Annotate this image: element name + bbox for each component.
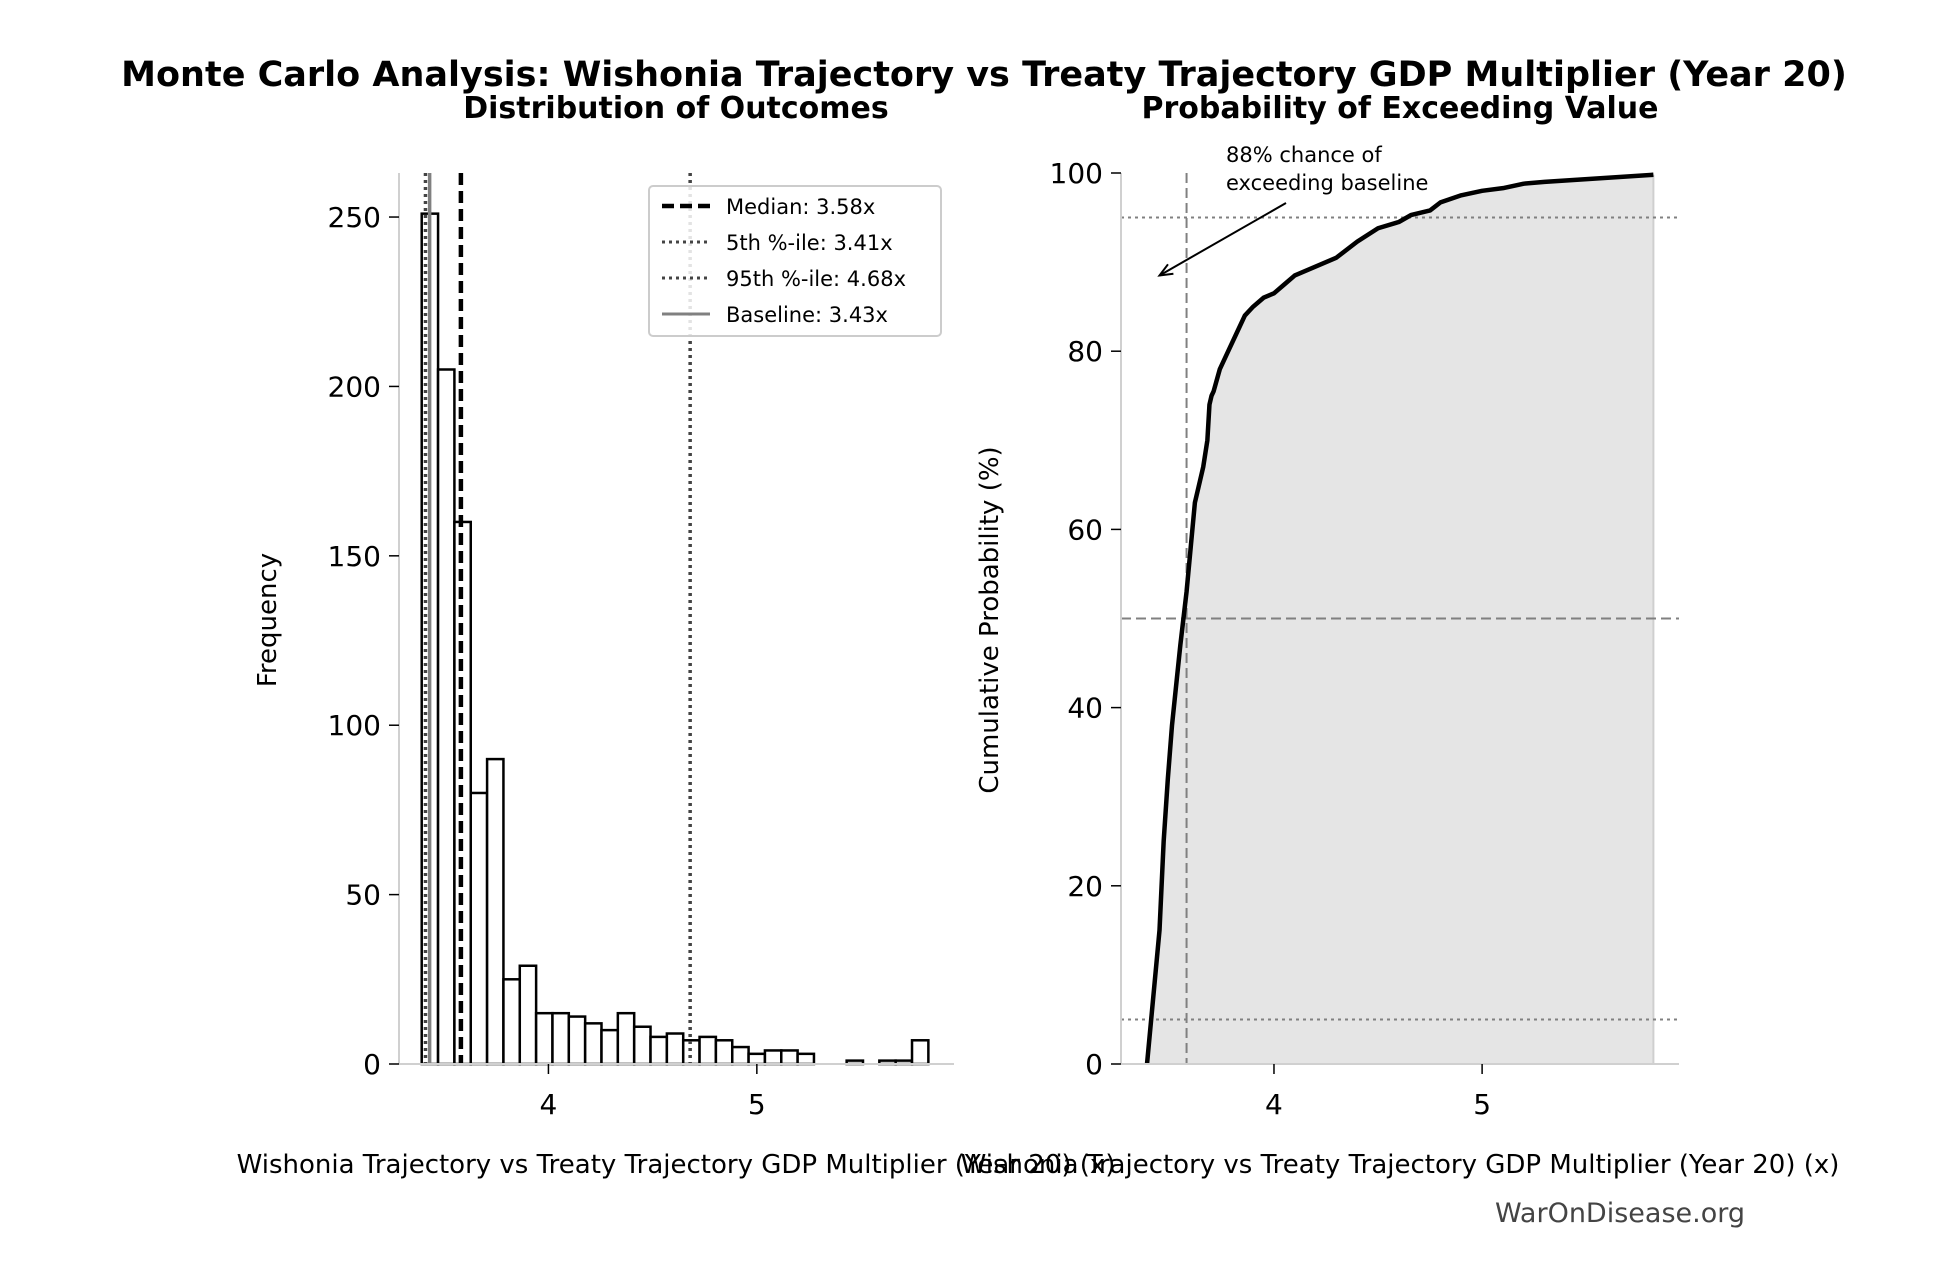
legend-label: 95th %-ile: 4.68x [726,267,906,291]
legend-label: 5th %-ile: 3.41x [726,231,893,255]
histogram-bar [780,1049,799,1066]
cdf-y-tick-label: 20 [1067,870,1103,903]
histogram-bar [796,1052,816,1066]
histogram-plot: 0 50 100 150 200 250 4 5 Median: 3.58x 5th %-ile:… [328,173,954,1121]
histogram-bar [632,1025,652,1066]
cdf-line [1144,172,1654,1065]
histogram-bar [518,964,538,1066]
figure-title: Monte Carlo Analysis: Wishonia Trajector… [121,55,1847,95]
histogram-title: Distribution of Outcomes [463,91,889,126]
cdf-y-tick-label: 60 [1067,513,1103,546]
cdf-y-tick-label: 0 [1085,1048,1103,1081]
annotation-text: 88% chance of [1226,143,1382,167]
histogram-bar [436,368,456,1066]
cdf-x-tick-label: 4 [1265,1088,1283,1121]
histogram-xlabel: Wishonia Trajectory vs Treaty Trajectory… [237,1150,1116,1180]
histogram-bar [730,1045,750,1066]
histogram-bar [763,1049,783,1066]
cdf-ylabel: Cumulative Probability (%) [975,446,1005,793]
legend: Median: 3.58x 5th %-ile: 3.41x 95th %-ile:… [648,185,942,337]
histogram-bar [567,1015,587,1066]
histogram-bar [649,1035,669,1066]
histogram-bar [616,1011,636,1066]
hist-y-tick-label: 100 [328,709,381,742]
cdf-y-tick-label: 40 [1067,692,1103,725]
histogram-bar [714,1039,734,1066]
cdf-x-tick-label: 5 [1473,1088,1491,1121]
cdf-xlabel: Wishonia Trajectory vs Treaty Trajectory… [961,1150,1840,1180]
histogram-bar [551,1011,571,1066]
legend-box [648,185,942,337]
hist-y-tick-label: 200 [328,370,381,403]
cdf-plot: 0 20 40 60 80 100 4 5 88% chance of exceeding bas… [1050,143,1679,1121]
legend-label: Baseline: 3.43x [726,303,888,327]
histogram-bar [600,1028,620,1066]
histogram-bar [698,1035,718,1066]
histogram-bar [534,1011,554,1066]
cdf-title: Probability of Exceeding Value [1141,91,1658,126]
histogram-bar [747,1052,767,1066]
hist-y-tick-label: 150 [328,540,381,573]
hist-y-tick-label: 250 [328,201,381,234]
cdf-y-tick-label: 80 [1067,335,1103,368]
histogram-bar [910,1039,930,1066]
hist-y-tick-label: 50 [345,879,381,912]
histogram-bar [583,1022,603,1066]
hist-x-tick-label: 4 [540,1088,558,1121]
histogram-bar [485,757,505,1066]
hist-y-tick-label: 0 [363,1048,381,1081]
legend-label: Median: 3.58x [726,195,875,219]
annotation-text: exceeding baseline [1226,171,1428,195]
arrowhead-icon [1157,263,1174,277]
histogram-bar [665,1032,685,1066]
watermark: WarOnDisease.org [1495,1198,1745,1229]
cdf-y-tick-label: 100 [1050,157,1103,190]
histogram-bar [502,978,522,1066]
hist-x-tick-label: 5 [748,1088,766,1121]
annotation-arrow [1159,202,1287,277]
histogram-bar [469,791,489,1066]
histogram-ylabel: Frequency [253,553,283,687]
